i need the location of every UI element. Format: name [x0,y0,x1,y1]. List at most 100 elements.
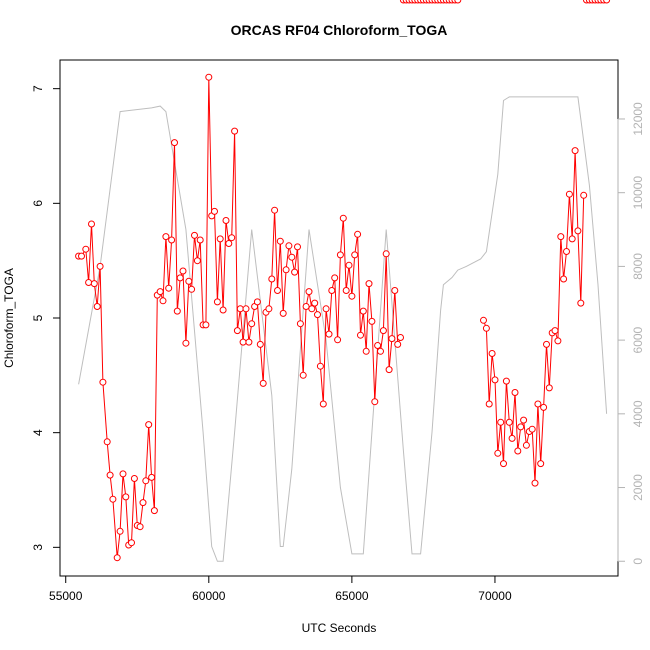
y2-tick-label: 10000 [631,176,645,210]
chloroform-point [514,447,522,455]
chloroform-point [253,298,261,306]
chloroform-point [242,305,250,313]
chloroform-point [82,245,90,253]
chloroform-point [371,398,379,406]
y-tick-label: 5 [31,314,45,321]
chloroform-point [491,376,499,384]
chloroform-point [528,425,536,433]
chloroform-point [348,292,356,300]
chloroform-point [563,248,570,255]
y2-tick-label: 8000 [631,253,645,280]
chloroform-point [222,217,230,224]
chloroform-point [156,288,164,296]
chloroform-point [274,287,281,294]
chloroform-point [319,400,327,408]
chloroform-line-segment [78,77,401,558]
chloroform-series-layer [75,0,611,562]
chloroform-point [276,237,284,245]
y2-tick-label: 12000 [631,102,645,136]
chloroform-point [577,299,585,307]
chloroform-point [382,250,390,258]
chloroform-point [322,305,330,313]
chloroform-point [185,277,193,285]
chloroform-point [119,470,127,478]
chloroform-point [374,342,382,349]
chloroform-point [142,477,150,485]
chloroform-point [520,416,528,424]
chloroform-point [345,261,353,269]
chloroform-point [106,471,114,479]
chloroform-point [103,438,111,446]
y2-tick-label: 2000 [631,474,645,501]
chloroform-point [377,347,384,355]
chloroform-point [545,384,553,392]
chloroform-point [368,317,376,325]
chloroform-point [308,305,316,313]
chloroform-point [228,234,236,242]
chloroform-point [328,287,336,294]
chloroform-point [316,362,324,370]
chloroform-point [580,191,588,199]
chloroform-point [336,251,344,259]
chloroform-point [331,274,339,282]
chloroform-point [271,206,279,214]
chloroform-point [239,338,247,346]
chloroform-point [551,327,559,335]
chloroform-point [116,527,124,535]
chloroform-point [365,280,373,288]
chloroform-line-segment [483,150,585,484]
chloroform-point [334,336,342,344]
chloroform-point [99,378,107,386]
chloroform-point [571,147,579,155]
chloroform-point [182,339,190,347]
chloroform-point [565,190,573,198]
chloroform-point [205,73,213,81]
chloroform-point [385,366,393,374]
chloroform-point [128,539,135,547]
chloroform-point [296,320,304,328]
chloroform-point [88,220,95,228]
chloroform-point [159,297,167,305]
chloroform-point [216,235,224,243]
y-axis-label: Chloroform_TOGA [2,268,16,368]
chloroform-point [168,236,176,244]
chloroform-point [248,320,256,328]
chloroform-point [502,377,510,385]
y2-tick-label: 0 [631,558,645,565]
chloroform-point [213,298,221,306]
chloroform-point [282,266,290,274]
chloroform-point [480,316,487,324]
chloroform-point [517,423,525,431]
chloroform-point [256,340,264,348]
chloroform-point [136,523,144,531]
chloroform-point [231,127,239,135]
chloroform-point [500,460,507,468]
chloroform-point [299,371,307,379]
x-tick-label: 70000 [478,589,512,603]
chloroform-point [505,418,513,426]
y2-tick-label: 6000 [631,326,645,353]
chloroform-point [90,280,98,288]
chloroform-point [193,257,201,265]
chloroform-point [454,0,462,4]
chloroform-point [557,233,565,241]
chloroform-point [554,337,562,345]
altitude-series-layer [78,96,608,562]
chloroform-point [534,400,542,408]
chloroform-point [145,421,153,429]
chloroform-point [325,330,333,338]
chloroform-point [488,350,496,357]
chloroform-point [162,233,170,241]
chloroform-point [96,262,104,270]
chloroform-point [511,389,519,396]
chloroform-point [537,460,545,468]
chloroform-point [494,449,502,457]
chloroform-point [568,235,576,243]
chloroform-point [391,287,399,294]
chloroform-point [603,0,611,4]
x-tick-label: 60000 [192,589,226,603]
chloroform-point [219,306,227,314]
chloroform-point [508,434,516,442]
chloroform-point [279,309,287,317]
chloroform-point [305,288,313,296]
